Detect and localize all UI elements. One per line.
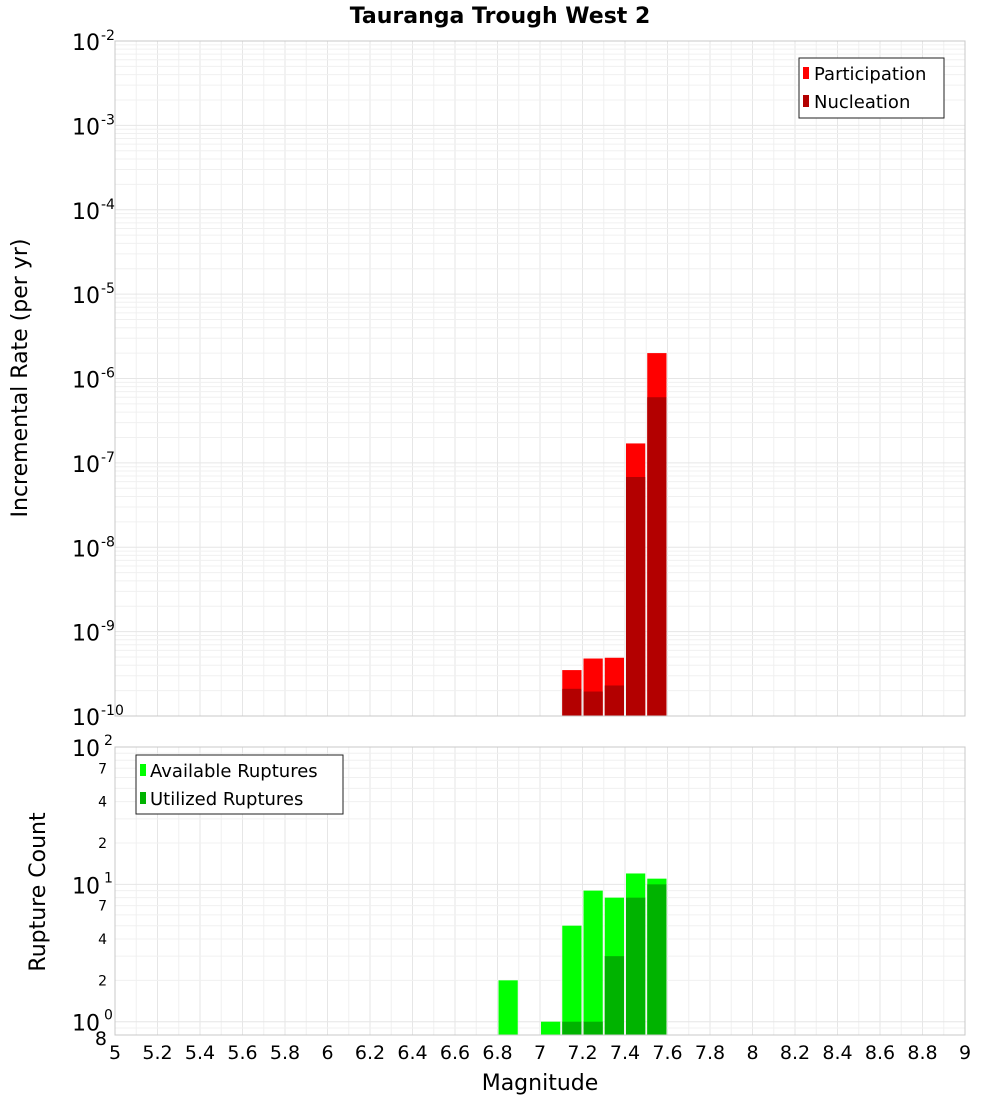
- x-tick-label: 6.2: [355, 1042, 385, 1064]
- bottom-available-ruptures-bar: [498, 980, 518, 1035]
- x-tick-label: 8.4: [822, 1042, 852, 1064]
- x-tick-label: 8.2: [780, 1042, 810, 1064]
- bottom-y-minor-label: 8: [95, 1028, 107, 1050]
- bottom-panel-frame: [114, 746, 966, 1036]
- x-tick-label: 6.6: [440, 1042, 470, 1064]
- x-tick-label: 6: [321, 1042, 333, 1064]
- bottom-utilized-ruptures-bar: [626, 897, 646, 1035]
- bottom-y-tick-exponent: 0: [104, 1008, 113, 1024]
- bottom-y-tick-exponent: 1: [104, 870, 113, 886]
- top-y-tick-base: 10: [72, 369, 100, 394]
- legend-label-available: Available Ruptures: [150, 761, 318, 782]
- bottom-y-tick-exponent: 2: [104, 733, 113, 749]
- bottom-utilized-ruptures-bar: [604, 956, 624, 1035]
- bottom-utilized-ruptures-bar: [647, 884, 667, 1035]
- top-y-tick-base: 10: [72, 622, 100, 647]
- legend-label-utilized: Utilized Ruptures: [150, 789, 303, 810]
- top-panel-grid: [114, 41, 966, 717]
- bottom-panel-grid: [114, 746, 966, 1036]
- x-tick-label: 8.6: [865, 1042, 895, 1064]
- top-nucleation-bar: [562, 688, 582, 716]
- bottom-legend: Available Ruptures Utilized Ruptures: [135, 754, 344, 815]
- top-y-tick-exponent: -6: [101, 366, 115, 382]
- top-y-tick-exponent: -2: [101, 28, 115, 44]
- x-tick-label: 7.6: [652, 1042, 682, 1064]
- x-tick-label: 9: [959, 1042, 971, 1064]
- legend-label-nucleation: Nucleation: [814, 92, 910, 113]
- x-tick-label: 8.8: [907, 1042, 937, 1064]
- top-y-tick-exponent: -3: [101, 112, 115, 128]
- x-axis: 5 5.2 5.4 5.6 5.8 6 6.2 6.4 6.6 6.8 7 7.2 7.4 7.6 7.8 8…: [109, 1042, 971, 1064]
- bottom-y-tick-base: 10: [72, 737, 100, 762]
- bottom-panel-bars: [498, 873, 667, 1035]
- top-y-tick-exponent: -5: [101, 281, 115, 297]
- top-y-tick-base: 10: [72, 31, 100, 56]
- top-nucleation-bar: [626, 477, 646, 716]
- x-axis-title: Magnitude: [482, 1071, 599, 1096]
- top-y-tick-exponent: -4: [101, 197, 115, 213]
- bottom-legend-box: [135, 754, 344, 815]
- top-y-axis-title: Incremental Rate (per yr): [8, 239, 33, 518]
- bottom-utilized-ruptures-bar: [562, 1021, 582, 1035]
- bottom-y-axis-title: Rupture Count: [26, 812, 51, 972]
- bottom-utilized-ruptures-bar: [583, 1021, 603, 1035]
- bottom-y-minor-label: 2: [98, 836, 107, 852]
- chart-title: Tauranga Trough West 2: [350, 4, 651, 29]
- top-y-tick-base: 10: [72, 537, 100, 562]
- top-y-tick-base: 10: [72, 200, 100, 225]
- legend-swatch-available: [140, 764, 146, 776]
- x-tick-label: 5.6: [227, 1042, 257, 1064]
- top-y-tick-base: 10: [72, 706, 100, 731]
- top-y-axis: 10-210-310-410-510-610-710-810-910-10: [72, 28, 124, 731]
- legend-label-participation: Participation: [814, 64, 926, 85]
- top-nucleation-bar: [583, 691, 603, 716]
- bottom-y-minor-label: 4: [98, 795, 107, 811]
- x-tick-label: 7.2: [567, 1042, 597, 1064]
- top-panel-frame: [114, 40, 966, 717]
- top-y-tick-base: 10: [72, 453, 100, 478]
- bottom-y-tick-base: 10: [72, 874, 100, 899]
- x-tick-label: 8: [746, 1042, 758, 1064]
- top-y-tick-base: 10: [72, 284, 100, 309]
- x-tick-label: 5.8: [270, 1042, 300, 1064]
- x-tick-label: 7.4: [610, 1042, 640, 1064]
- legend-swatch-utilized: [140, 792, 146, 804]
- bottom-available-ruptures-bar: [541, 1021, 561, 1035]
- top-y-tick-exponent: -7: [101, 450, 115, 466]
- legend-swatch-participation: [803, 67, 809, 79]
- bottom-y-minor-label: 4: [98, 932, 107, 948]
- top-legend: Participation Nucleation: [798, 57, 945, 119]
- bottom-y-tick-base: 10: [72, 1012, 100, 1037]
- x-tick-label: 5: [109, 1042, 121, 1064]
- top-nucleation-bar: [647, 397, 667, 716]
- top-y-tick-exponent: -10: [101, 703, 124, 719]
- top-y-tick-exponent: -8: [101, 534, 115, 550]
- x-tick-label: 5.4: [185, 1042, 215, 1064]
- top-y-tick-exponent: -9: [101, 619, 115, 635]
- x-tick-label: 7.8: [695, 1042, 725, 1064]
- x-tick-label: 7: [534, 1042, 546, 1064]
- x-tick-label: 6.4: [397, 1042, 427, 1064]
- bottom-available-ruptures-bar: [583, 890, 603, 1035]
- top-nucleation-bar: [604, 685, 624, 716]
- bottom-available-ruptures-bar: [562, 925, 582, 1035]
- x-tick-label: 5.2: [142, 1042, 172, 1064]
- legend-swatch-nucleation: [803, 95, 809, 107]
- bottom-y-minor-label: 7: [98, 899, 107, 915]
- bottom-y-minor-label: 7: [98, 761, 107, 777]
- top-legend-box: [798, 57, 945, 119]
- top-y-tick-base: 10: [72, 115, 100, 140]
- top-panel-bars: [562, 353, 667, 716]
- x-tick-label: 6.8: [482, 1042, 512, 1064]
- bottom-y-minor-label: 2: [98, 973, 107, 989]
